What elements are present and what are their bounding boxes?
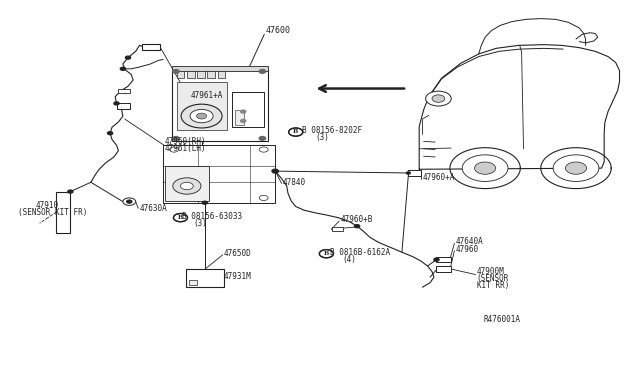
Text: (4): (4) <box>342 255 356 264</box>
Circle shape <box>272 169 278 173</box>
Circle shape <box>355 225 360 228</box>
Circle shape <box>120 67 125 70</box>
Bar <box>332 227 343 231</box>
Text: 47961+A: 47961+A <box>191 92 223 100</box>
Text: 47960(RH): 47960(RH) <box>165 137 207 146</box>
Text: B: B <box>324 251 329 256</box>
Text: B: B <box>293 129 298 134</box>
Circle shape <box>259 147 268 152</box>
Text: 47961(LH): 47961(LH) <box>165 144 207 153</box>
Bar <box>56 192 70 232</box>
Circle shape <box>196 113 207 119</box>
Circle shape <box>553 155 599 182</box>
Circle shape <box>319 250 333 258</box>
Circle shape <box>259 70 266 73</box>
Text: 47910: 47910 <box>35 201 58 210</box>
Bar <box>177 69 184 78</box>
Bar <box>408 170 421 176</box>
Bar <box>172 69 268 141</box>
Circle shape <box>474 162 496 174</box>
Circle shape <box>426 91 451 106</box>
Bar <box>186 269 224 287</box>
Text: 47640A: 47640A <box>456 237 483 246</box>
Text: B 0816B-6162A: B 0816B-6162A <box>330 248 390 257</box>
Text: 47600: 47600 <box>266 26 291 35</box>
Circle shape <box>125 56 131 59</box>
Circle shape <box>123 198 136 205</box>
Circle shape <box>173 137 179 140</box>
Text: 47650D: 47650D <box>224 249 252 258</box>
Bar <box>436 257 451 262</box>
Bar <box>187 69 195 78</box>
Bar <box>142 44 160 50</box>
Text: B: B <box>178 215 183 220</box>
Circle shape <box>173 70 179 73</box>
Circle shape <box>289 128 303 136</box>
Text: 47840: 47840 <box>283 178 306 187</box>
Circle shape <box>180 182 193 190</box>
Text: B 08156-63033: B 08156-63033 <box>182 212 243 221</box>
Circle shape <box>462 155 508 182</box>
Circle shape <box>434 258 439 261</box>
Circle shape <box>68 190 73 193</box>
Circle shape <box>432 95 445 102</box>
Text: R476001A: R476001A <box>483 315 520 324</box>
Bar <box>197 69 205 78</box>
Circle shape <box>190 109 213 123</box>
Bar <box>436 266 451 272</box>
Circle shape <box>202 201 207 204</box>
Circle shape <box>127 200 132 203</box>
Bar <box>163 145 275 203</box>
Circle shape <box>114 102 119 105</box>
Bar <box>189 280 197 285</box>
Circle shape <box>173 214 188 222</box>
Circle shape <box>181 104 222 128</box>
Circle shape <box>241 119 246 122</box>
Bar <box>207 69 215 78</box>
Text: (3): (3) <box>315 133 329 142</box>
Text: 47630A: 47630A <box>140 204 167 213</box>
Circle shape <box>108 132 113 135</box>
Circle shape <box>406 172 410 174</box>
Bar <box>172 66 268 71</box>
Circle shape <box>241 110 246 113</box>
Text: (3): (3) <box>193 219 207 228</box>
Bar <box>232 92 264 127</box>
Circle shape <box>566 162 586 174</box>
Bar <box>177 82 227 130</box>
Circle shape <box>173 178 201 194</box>
Circle shape <box>170 195 179 201</box>
Text: 47931M: 47931M <box>224 272 252 281</box>
Text: 47960: 47960 <box>456 245 479 254</box>
Text: KIT RR): KIT RR) <box>477 281 509 290</box>
Bar <box>218 69 225 78</box>
Bar <box>117 103 130 109</box>
Text: (SENSOR: (SENSOR <box>477 274 509 283</box>
Text: 47960+B: 47960+B <box>340 215 373 224</box>
Circle shape <box>259 195 268 201</box>
Bar <box>118 89 130 93</box>
Bar <box>165 166 209 201</box>
Text: (SENSOR KIT FR): (SENSOR KIT FR) <box>18 208 87 217</box>
Text: 47960+A: 47960+A <box>422 173 455 182</box>
Text: B 08156-8202F: B 08156-8202F <box>302 126 362 135</box>
Text: 47900M: 47900M <box>477 267 504 276</box>
Bar <box>235 110 244 125</box>
Circle shape <box>170 147 179 152</box>
Circle shape <box>259 137 266 140</box>
